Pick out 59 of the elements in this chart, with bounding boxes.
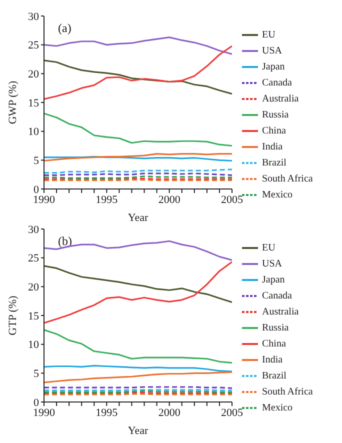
annotation: (a) (58, 21, 72, 35)
legend-label: Australia (262, 306, 299, 317)
line-series (44, 261, 232, 324)
legend-label: Brazil (262, 370, 286, 381)
y-axis-title: GTP (%) (6, 295, 19, 336)
line-series (44, 371, 232, 384)
legend-label: India (262, 354, 283, 365)
legend-label: South Africa (262, 172, 313, 184)
line-series (44, 265, 232, 304)
x-axis-title: Year (128, 425, 148, 437)
legend-label: EU (262, 28, 276, 40)
y-tick-label: 15 (28, 310, 40, 322)
line-series (44, 45, 232, 100)
y-tick-label: 30 (28, 10, 40, 23)
legend-label: Canada (262, 290, 292, 301)
legend-label: China (262, 124, 286, 136)
y-tick-label: 10 (28, 126, 40, 138)
y-axis-title: GWP (%) (6, 80, 19, 124)
y-tick-label: 0 (34, 396, 40, 409)
legend-label: Russia (262, 322, 289, 333)
x-tick-label: 2005 (221, 406, 244, 419)
line-series (44, 60, 232, 95)
y-tick-label: 0 (34, 184, 40, 196)
line-series (44, 329, 232, 364)
y-tick-label: 15 (28, 97, 40, 110)
legend-label: Russia (262, 108, 289, 120)
x-tick-label: 1990 (33, 406, 56, 419)
line-series (44, 36, 232, 55)
y-tick-label: 20 (28, 68, 40, 81)
legend-label: Mexico (262, 188, 293, 200)
legend-label: USA (262, 258, 282, 269)
line-series (44, 153, 232, 162)
legend-label: Mexico (262, 402, 293, 413)
legend-label: Canada (262, 76, 292, 88)
legend-label: China (262, 338, 286, 349)
x-tick-label: 2005 (221, 194, 244, 206)
legend-label: USA (262, 44, 282, 56)
x-axis-title: Year (128, 212, 148, 224)
x-tick-label: 1995 (96, 194, 118, 206)
x-tick-label: 1995 (96, 406, 118, 419)
y-tick-label: 30 (28, 224, 40, 236)
y-tick-label: 5 (34, 368, 40, 380)
legend-label: India (262, 140, 283, 152)
y-tick-label: 25 (28, 40, 40, 52)
y-tick-label: 10 (28, 339, 40, 352)
y-tick-label: 25 (28, 252, 40, 265)
y-tick-label: 20 (28, 282, 40, 294)
annotation: (b) (58, 234, 72, 248)
x-tick-label: 1990 (33, 194, 56, 206)
x-tick-label: 2000 (158, 194, 181, 206)
x-tick-label: 2000 (158, 406, 181, 419)
legend-label: Japan (262, 274, 285, 285)
legend-label: Brazil (262, 156, 286, 168)
legend-label: South Africa (262, 386, 313, 397)
y-tick-label: 5 (34, 155, 40, 168)
legend-label: Japan (262, 60, 285, 72)
legend-label: Australia (262, 92, 299, 104)
legend-label: EU (262, 242, 276, 253)
line-series (44, 112, 232, 147)
